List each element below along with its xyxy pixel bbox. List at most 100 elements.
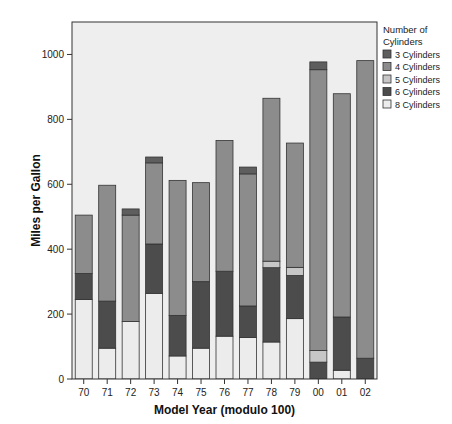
bar-segment — [333, 370, 350, 379]
bar-segment — [75, 215, 92, 216]
bar-segment — [263, 268, 280, 342]
x-tick — [247, 379, 248, 384]
bar-segment — [193, 282, 210, 349]
x-tick-label: 76 — [219, 387, 231, 398]
bar-segment — [146, 293, 163, 379]
legend-swatch — [383, 63, 391, 71]
bar-segment — [99, 185, 116, 301]
y-tick-label: 1000 — [42, 49, 65, 60]
bar-segment — [239, 174, 256, 306]
x-tick-label: 74 — [172, 387, 184, 398]
bar-segment — [310, 70, 327, 351]
bar-segment — [357, 60, 374, 61]
legend-swatch — [383, 88, 391, 96]
y-tick-label: 400 — [47, 244, 64, 255]
plot-frame — [72, 22, 377, 379]
bar-segment — [122, 322, 139, 379]
y-tick-label: 800 — [47, 114, 64, 125]
x-tick-label: 79 — [289, 387, 301, 398]
x-tick — [107, 379, 108, 384]
y-tick — [67, 314, 72, 315]
legend-swatch — [383, 75, 391, 83]
y-tick — [67, 184, 72, 185]
x-tick — [177, 379, 178, 384]
plot-area — [72, 22, 377, 379]
bar-segment — [99, 348, 116, 379]
x-axis-title: Model Year (modulo 100) — [154, 403, 295, 417]
legend-label: 6 Cylinders — [395, 87, 441, 97]
x-tick-label: 73 — [149, 387, 161, 398]
legend-label: 5 Cylinders — [395, 75, 441, 85]
bar-segment — [286, 267, 303, 275]
background — [0, 0, 452, 424]
y-tick — [67, 119, 72, 120]
y-tick-label: 200 — [47, 309, 64, 320]
bar-segment — [263, 342, 280, 379]
y-tick-label: 600 — [47, 179, 64, 190]
x-tick-label: 75 — [195, 387, 207, 398]
bar-segment — [122, 209, 139, 215]
bar-segment — [169, 180, 186, 315]
x-tick — [224, 379, 225, 384]
bar-segment — [239, 167, 256, 174]
bar-segment — [286, 143, 303, 144]
bar-segment — [286, 319, 303, 379]
bar-segment — [193, 182, 210, 183]
bar-segment — [122, 215, 139, 321]
bar-segment — [357, 61, 374, 359]
legend-swatch — [383, 50, 391, 58]
bar-segment — [263, 261, 280, 267]
x-tick — [130, 379, 131, 384]
bar-segment — [263, 98, 280, 261]
bar-segment — [310, 350, 327, 362]
x-tick-label: 00 — [313, 387, 325, 398]
bar-segment — [216, 140, 233, 271]
legend-label: 8 Cylinders — [395, 100, 441, 110]
y-axis-title: Miles per Gallon — [29, 154, 43, 247]
bar-segment — [310, 62, 327, 70]
legend-swatch — [383, 100, 391, 108]
x-tick — [294, 379, 295, 384]
legend-title: Number ofCylinders — [383, 24, 428, 47]
chart: 0200400600800100070717273747576777879000… — [0, 0, 452, 424]
bar-segment — [75, 215, 92, 273]
x-tick — [154, 379, 155, 384]
y-tick — [67, 249, 72, 250]
y-tick-label: 0 — [58, 374, 64, 385]
x-tick — [365, 379, 366, 384]
bar-segment — [99, 185, 116, 186]
bar-segment — [169, 356, 186, 379]
x-tick — [341, 379, 342, 384]
bar-segment — [146, 244, 163, 293]
x-tick-label: 01 — [336, 387, 348, 398]
bar-segment — [193, 183, 210, 282]
bar-segment — [216, 271, 233, 336]
bar-segment — [333, 317, 350, 370]
x-tick-label: 72 — [125, 387, 137, 398]
x-tick — [83, 379, 84, 384]
x-tick-label: 71 — [102, 387, 114, 398]
legend-label: 3 Cylinders — [395, 50, 441, 60]
bar-segment — [310, 362, 327, 379]
bar-segment — [169, 180, 186, 181]
bar-segment — [146, 163, 163, 244]
bar-segment — [216, 140, 233, 141]
bar-segment — [169, 315, 186, 356]
x-tick-label: 78 — [266, 387, 278, 398]
bar-segment — [239, 337, 256, 379]
bar-segment — [333, 94, 350, 317]
bar-segment — [239, 306, 256, 337]
legend-label: 4 Cylinders — [395, 62, 441, 72]
bar-segment — [286, 275, 303, 318]
bar-segment — [75, 299, 92, 379]
bar-segment — [193, 348, 210, 379]
bar-segment — [99, 301, 116, 348]
y-tick — [67, 54, 72, 55]
y-tick — [67, 379, 72, 380]
x-tick — [271, 379, 272, 384]
legend-title-line: Cylinders — [383, 36, 423, 47]
bar-segment — [216, 336, 233, 379]
x-tick-label: 70 — [78, 387, 90, 398]
bar-segment — [263, 98, 280, 99]
x-tick-label: 02 — [360, 387, 372, 398]
